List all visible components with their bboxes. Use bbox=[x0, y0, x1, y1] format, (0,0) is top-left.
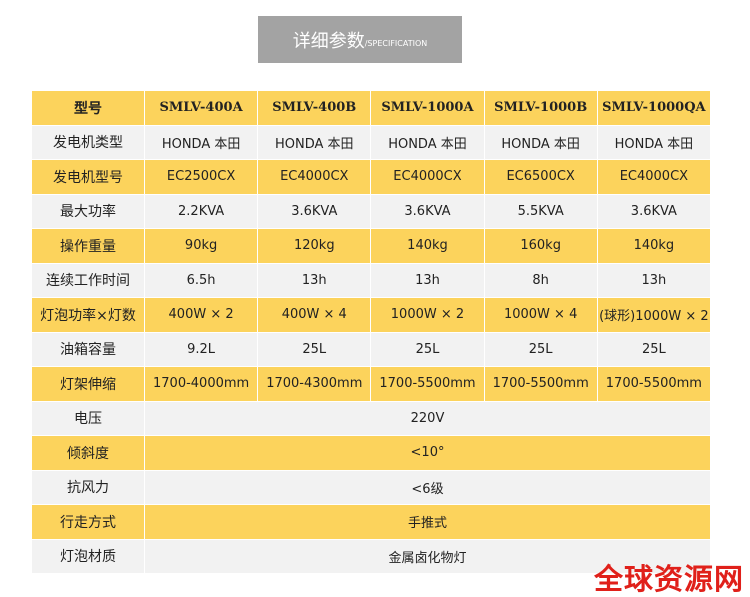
row: 电压 220V bbox=[31, 400, 711, 436]
cell: 8h bbox=[483, 262, 598, 298]
cell: HONDA 本田 bbox=[143, 124, 259, 160]
cell: 13h bbox=[596, 262, 712, 298]
row-label: 灯泡材质 bbox=[31, 538, 145, 574]
cell: 25L bbox=[483, 331, 598, 367]
cell: 13h bbox=[257, 262, 372, 298]
cell: 1700-4000mm bbox=[143, 366, 259, 402]
row-label: 发电机型号 bbox=[31, 159, 145, 195]
row-label: 操作重量 bbox=[31, 228, 145, 264]
cell: 6.5h bbox=[143, 262, 259, 298]
cell: 1000W × 2 bbox=[370, 297, 485, 333]
row: 灯泡功率×灯数 400W × 2 400W × 4 1000W × 2 1000W × … bbox=[31, 297, 712, 333]
cell: <10° bbox=[144, 435, 711, 471]
cell: 90kg bbox=[143, 228, 259, 264]
cell: 5.5KVA bbox=[483, 193, 598, 229]
row: 灯泡材质 金属卤化物灯 bbox=[31, 538, 711, 574]
cell: HONDA 本田 bbox=[596, 124, 712, 160]
cell: 3.6KVA bbox=[257, 193, 372, 229]
row: 灯架伸缩 1700-4000mm 1700-4300mm 1700-5500mm 170… bbox=[31, 366, 712, 402]
cell: 140kg bbox=[596, 228, 712, 264]
cell: 220V bbox=[144, 400, 711, 436]
cell: 2.2KVA bbox=[143, 193, 259, 229]
row-label: 电压 bbox=[31, 400, 145, 436]
row: 连续工作时间 6.5h 13h 13h 8h 13h bbox=[31, 262, 712, 298]
cell: 3.6KVA bbox=[596, 193, 712, 229]
cell: 1700-5500mm bbox=[370, 366, 485, 402]
row-label: 灯架伸缩 bbox=[31, 366, 145, 402]
row-label: 灯泡功率×灯数 bbox=[31, 297, 145, 333]
cell: 400W × 4 bbox=[257, 297, 372, 333]
header-cell: SMLV-1000QA bbox=[596, 90, 712, 126]
cell: 1700-5500mm bbox=[483, 366, 598, 402]
cell: HONDA 本田 bbox=[483, 124, 598, 160]
cell: 25L bbox=[257, 331, 372, 367]
cell: 400W × 2 bbox=[143, 297, 259, 333]
cell: 140kg bbox=[370, 228, 485, 264]
row-label: 发电机类型 bbox=[31, 124, 145, 160]
header-cell: SMLV-400A bbox=[143, 90, 259, 126]
title-box: 详细参数/SPECIFICATION bbox=[258, 16, 462, 63]
cell: 3.6KVA bbox=[370, 193, 485, 229]
cell: EC4000CX bbox=[257, 159, 372, 195]
cell: 1700-4300mm bbox=[257, 366, 372, 402]
header-cell: SMLV-1000A bbox=[370, 90, 485, 126]
cell: EC4000CX bbox=[596, 159, 712, 195]
cell: HONDA 本田 bbox=[370, 124, 485, 160]
cell: EC2500CX bbox=[143, 159, 259, 195]
cell: 25L bbox=[596, 331, 712, 367]
header-label: 型号 bbox=[31, 90, 145, 126]
row: 抗风力 <6级 bbox=[31, 469, 711, 505]
subtitle: /SPECIFICATION bbox=[364, 39, 428, 48]
row: 行走方式 手推式 bbox=[31, 504, 711, 540]
row: 最大功率 2.2KVA 3.6KVA 3.6KVA 5.5KVA 3.6KVA bbox=[31, 193, 712, 229]
spec-table: 型号 SMLV-400A SMLV-400B SMLV-1000A SMLV-1000B… bbox=[31, 90, 712, 574]
cell: 金属卤化物灯 bbox=[144, 538, 711, 574]
cell: 9.2L bbox=[143, 331, 259, 367]
cell: <6级 bbox=[144, 469, 711, 505]
row-label: 倾斜度 bbox=[31, 435, 145, 471]
cell: EC6500CX bbox=[483, 159, 598, 195]
cell: EC4000CX bbox=[370, 159, 485, 195]
header-row: 型号 SMLV-400A SMLV-400B SMLV-1000A SMLV-1000B… bbox=[31, 90, 712, 126]
header-cell: SMLV-400B bbox=[257, 90, 372, 126]
cell: 13h bbox=[370, 262, 485, 298]
row: 发电机型号 EC2500CX EC4000CX EC4000CX EC6500CX EC4… bbox=[31, 159, 712, 195]
row-label: 行走方式 bbox=[31, 504, 145, 540]
cell: 手推式 bbox=[144, 504, 711, 540]
cell: 120kg bbox=[257, 228, 372, 264]
row: 操作重量 90kg 120kg 140kg 160kg 140kg bbox=[31, 228, 712, 264]
header-cell: SMLV-1000B bbox=[483, 90, 598, 126]
cell: 1700-5500mm bbox=[596, 366, 712, 402]
row-label: 抗风力 bbox=[31, 469, 145, 505]
row-label: 最大功率 bbox=[31, 193, 145, 229]
title: 详细参数 bbox=[292, 30, 365, 52]
row: 发电机类型 HONDA 本田 HONDA 本田 HONDA 本田 HONDA 本田 HON… bbox=[31, 124, 712, 160]
row: 倾斜度 <10° bbox=[31, 435, 711, 471]
cell: (球形)1000W × 2 bbox=[596, 297, 712, 333]
cell: 1000W × 4 bbox=[483, 297, 598, 333]
watermark: 全球资源网 bbox=[594, 562, 745, 596]
cell: 160kg bbox=[483, 228, 598, 264]
row-label: 连续工作时间 bbox=[31, 262, 145, 298]
row: 油箱容量 9.2L 25L 25L 25L 25L bbox=[31, 331, 712, 367]
cell: HONDA 本田 bbox=[257, 124, 372, 160]
row-label: 油箱容量 bbox=[31, 331, 145, 367]
cell: 25L bbox=[370, 331, 485, 367]
